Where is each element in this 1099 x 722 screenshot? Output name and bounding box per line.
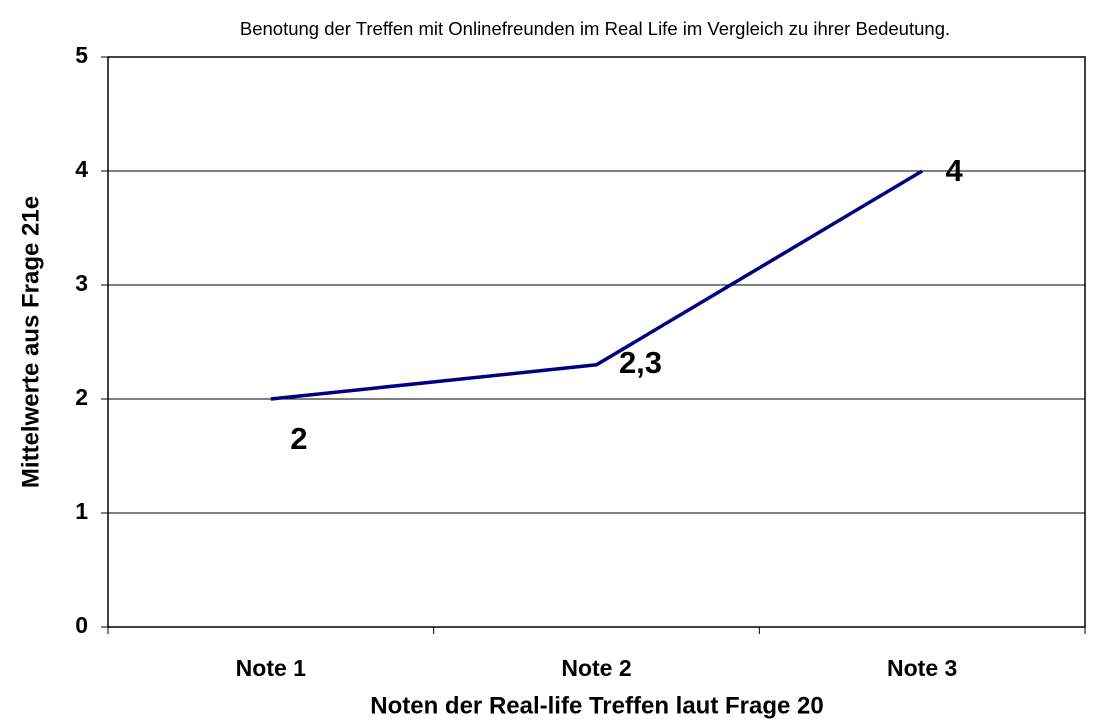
data-label: 2,3 <box>619 345 662 380</box>
x-tick-label: Note 3 <box>887 655 957 681</box>
y-tick-label: 4 <box>75 156 88 182</box>
chart-title: Benotung der Treffen mit Onlinefreunden … <box>240 18 950 39</box>
y-tick-label: 3 <box>75 270 88 296</box>
y-axis-label: Mittelwerte aus Frage 21e <box>17 196 44 488</box>
data-label: 2 <box>290 421 307 456</box>
data-label: 4 <box>946 153 964 188</box>
y-tick-label: 2 <box>75 384 88 410</box>
x-tick-label: Note 1 <box>236 655 307 681</box>
x-axis-label: Noten der Real-life Treffen laut Frage 2… <box>370 692 823 719</box>
y-tick-label: 1 <box>75 498 88 524</box>
plot-frame <box>107 56 1086 628</box>
x-tick-label: Note 2 <box>561 655 631 681</box>
y-tick-label: 0 <box>75 612 88 638</box>
y-tick-label: 5 <box>75 42 88 68</box>
line <box>270 169 924 401</box>
